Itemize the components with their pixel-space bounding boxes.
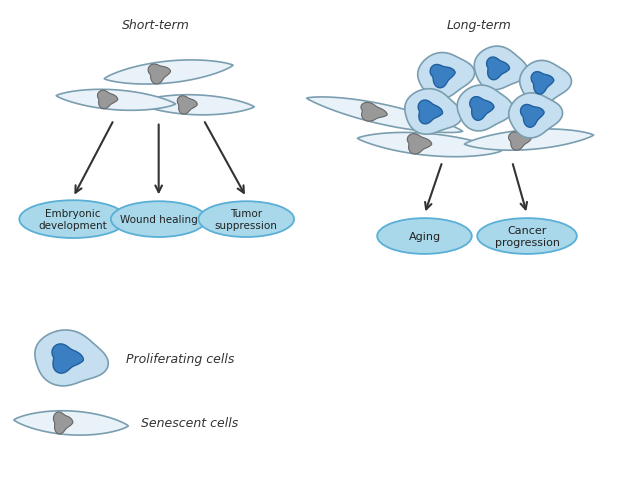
Polygon shape [509, 94, 563, 139]
Text: Proliferating cells: Proliferating cells [126, 352, 234, 365]
Ellipse shape [377, 219, 472, 254]
Polygon shape [508, 132, 531, 151]
Polygon shape [474, 47, 528, 91]
Polygon shape [407, 134, 432, 155]
Polygon shape [358, 133, 502, 157]
Text: Tumor
suppression: Tumor suppression [215, 209, 278, 230]
Polygon shape [104, 61, 233, 85]
Text: Senescent cells: Senescent cells [141, 417, 238, 430]
Text: Wound healing: Wound healing [120, 215, 197, 225]
Polygon shape [405, 89, 462, 135]
Polygon shape [54, 412, 73, 434]
Polygon shape [487, 58, 510, 81]
Ellipse shape [19, 201, 127, 239]
Text: Cancer
progression: Cancer progression [494, 226, 560, 247]
Polygon shape [56, 90, 175, 111]
Polygon shape [521, 105, 544, 128]
Text: Embryonic
development: Embryonic development [39, 209, 107, 230]
Text: Short-term: Short-term [122, 19, 189, 32]
Ellipse shape [111, 202, 207, 238]
Polygon shape [465, 130, 594, 151]
Text: Aging: Aging [408, 231, 441, 241]
Polygon shape [430, 65, 455, 89]
Polygon shape [52, 344, 83, 373]
Polygon shape [531, 72, 554, 95]
Text: Long-term: Long-term [447, 19, 511, 32]
Polygon shape [35, 330, 108, 386]
Polygon shape [457, 86, 513, 132]
Polygon shape [418, 101, 442, 125]
Polygon shape [470, 97, 494, 121]
Polygon shape [177, 96, 197, 115]
Polygon shape [361, 103, 387, 122]
Polygon shape [148, 65, 170, 85]
Polygon shape [137, 96, 254, 116]
Polygon shape [520, 61, 571, 105]
Polygon shape [418, 53, 474, 99]
Ellipse shape [477, 219, 577, 254]
Polygon shape [307, 98, 463, 133]
Polygon shape [14, 411, 128, 435]
Polygon shape [97, 91, 118, 109]
Ellipse shape [199, 202, 294, 238]
